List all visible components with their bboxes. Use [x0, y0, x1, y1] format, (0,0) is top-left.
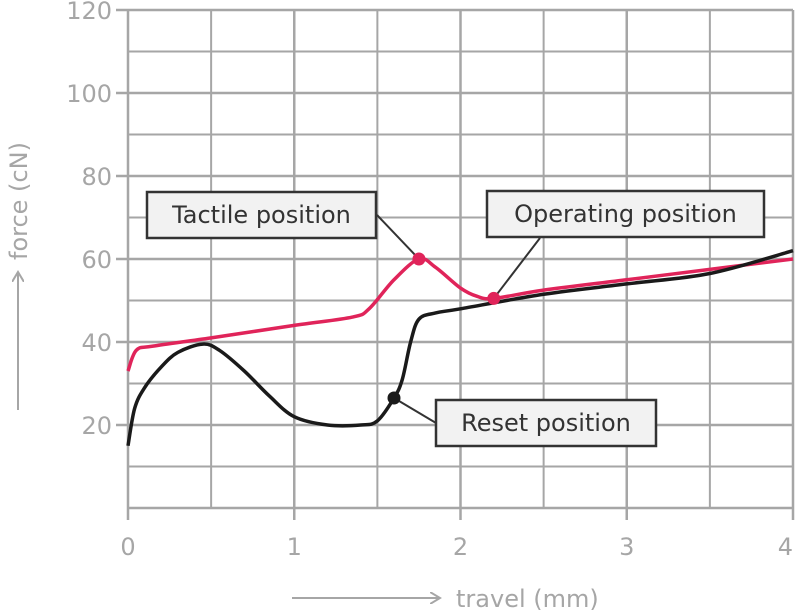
tactile-position-leader-line — [376, 214, 420, 260]
tactile-position-box — [145, 190, 378, 240]
operating-position-marker — [487, 291, 501, 305]
y-tick-label: 20 — [81, 412, 112, 440]
x-tick-label: 4 — [778, 533, 793, 561]
y-tick-label: 40 — [81, 329, 112, 357]
x-axis-title: travel (mm) — [456, 585, 599, 613]
y-tick-label: 120 — [66, 0, 112, 25]
reset-position-callout: Reset position — [387, 391, 658, 448]
tactile-position-marker — [412, 252, 426, 266]
reset-position-box — [434, 398, 658, 448]
black-force-curve — [126, 249, 794, 447]
y-tick-label: 60 — [81, 246, 112, 274]
y-tick-label: 100 — [66, 80, 112, 108]
y-tick-label: 80 — [81, 163, 112, 191]
operating-position-label: Operating position — [514, 200, 737, 228]
x-tick-label: 2 — [453, 533, 468, 561]
x-axis-title-group: travel (mm) — [292, 585, 599, 613]
tactile-position-label: Tactile position — [171, 201, 351, 229]
x-tick-label: 1 — [287, 533, 302, 561]
x-tick-label: 3 — [619, 533, 634, 561]
operating-position-box — [485, 189, 766, 239]
y-axis-title-group: force (cN) — [5, 142, 33, 410]
y-axis-title: force (cN) — [5, 142, 33, 260]
tactile-position-callout: Tactile position — [145, 190, 426, 266]
reset-position-leader-line — [393, 397, 437, 424]
reset-position-label: Reset position — [461, 409, 631, 437]
reset-position-marker — [387, 391, 401, 405]
operating-position-callout: Operating position — [485, 189, 766, 305]
x-tick-label: 0 — [120, 533, 135, 561]
operating-position-leader-line — [492, 237, 541, 300]
